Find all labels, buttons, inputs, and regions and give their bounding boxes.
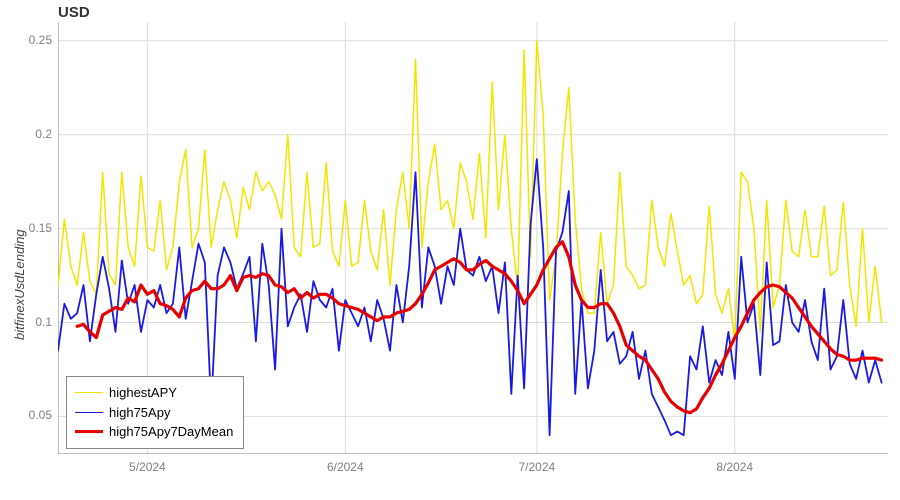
y-tick-label: 0.1 <box>12 315 52 329</box>
legend-item: highestAPY <box>75 383 233 403</box>
y-tick-label: 0.05 <box>12 408 52 422</box>
legend-label: high75Apy <box>109 403 170 423</box>
x-tick-label: 5/2024 <box>122 460 172 474</box>
x-tick-label: 6/2024 <box>320 460 370 474</box>
legend-item: high75Apy7DayMean <box>75 422 233 442</box>
legend-item: high75Apy <box>75 403 233 423</box>
legend: highestAPYhigh75Apyhigh75Apy7DayMean <box>66 376 244 449</box>
legend-swatch <box>75 412 103 413</box>
legend-label: high75Apy7DayMean <box>109 422 233 442</box>
legend-swatch <box>75 392 103 393</box>
legend-swatch <box>75 430 103 433</box>
chart-title: USD <box>58 4 90 21</box>
legend-label: highestAPY <box>109 383 177 403</box>
line-chart: USD bitfinexUsdLending highestAPYhigh75A… <box>0 0 900 500</box>
x-tick-label: 7/2024 <box>512 460 562 474</box>
y-tick-label: 0.2 <box>12 127 52 141</box>
y-tick-label: 0.25 <box>12 33 52 47</box>
x-tick-label: 8/2024 <box>710 460 760 474</box>
y-tick-label: 0.15 <box>12 221 52 235</box>
